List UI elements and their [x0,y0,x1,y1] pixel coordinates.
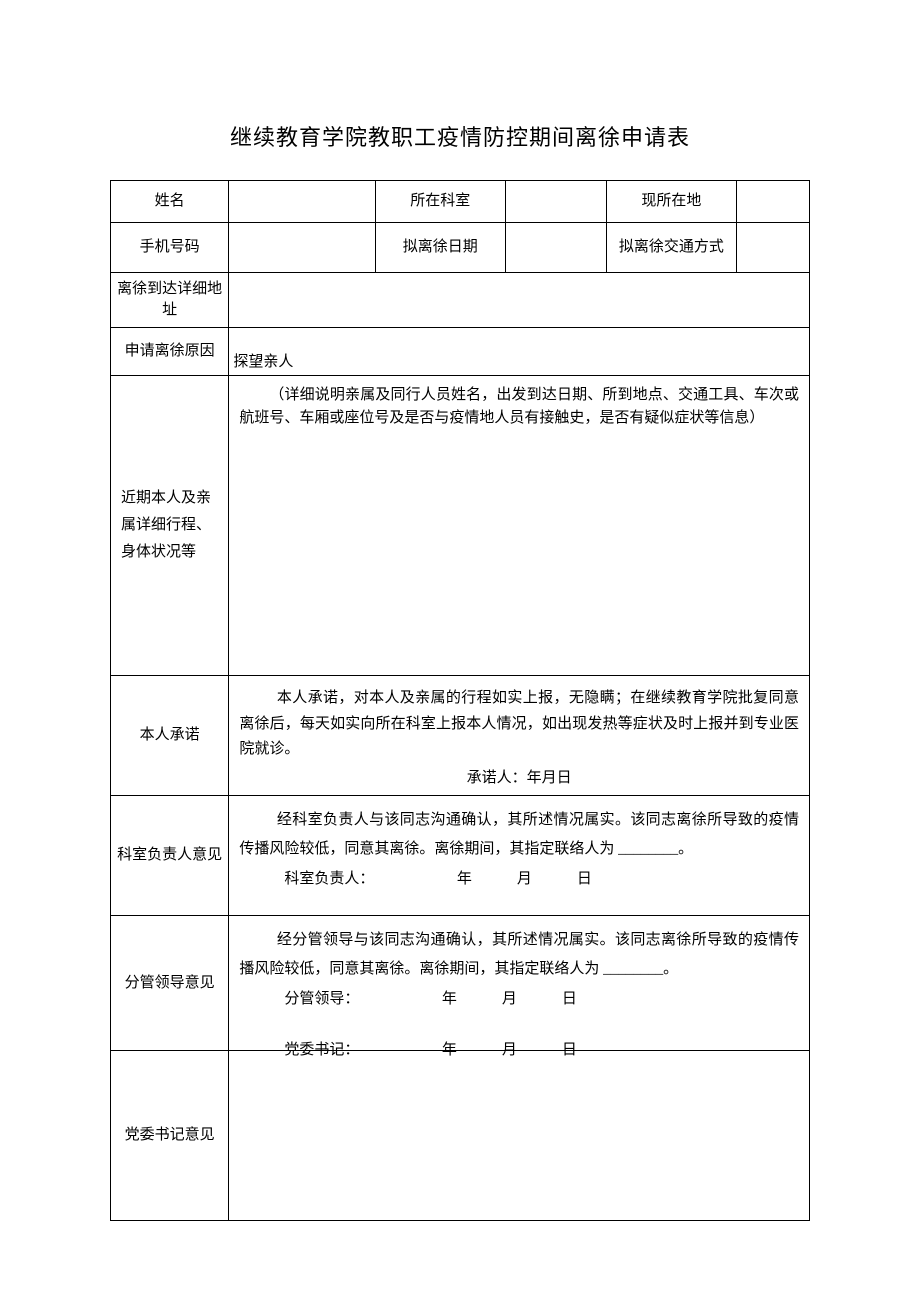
label-reason: 申请离徐原因 [111,328,229,376]
value-leader: 经分管领导与该同志沟通确认，其所述情况属实。该同志离徐所导致的疫情传播风险较低，… [229,916,810,1051]
label-leader: 分管领导意见 [111,916,229,1051]
form-title: 继续教育学院教职工疫情防控期间离徐申请表 [110,120,810,152]
promise-signature[interactable]: 承诺人：年月日 [239,767,799,790]
label-location: 现所在地 [607,181,737,223]
promise-text: 本人承诺，对本人及亲属的行程如实上报，无隐瞒；在继续教育学院批复同意离徐后，每天… [239,686,799,763]
value-secretary: 党委书记： 年 月 日 [229,1051,810,1221]
label-dest-address: 离徐到达详细地址 [111,273,229,328]
leader-signature[interactable]: 分管领导： 年 月 日 [239,985,799,1014]
label-dept-head: 科室负责人意见 [111,796,229,916]
label-itinerary: 近期本人及亲属详细行程、身体状况等 [111,376,229,676]
value-leave-date[interactable] [505,223,606,273]
value-name[interactable] [229,181,376,223]
label-leave-date: 拟离徐日期 [375,223,505,273]
value-reason[interactable]: 探望亲人 [229,328,810,376]
value-phone[interactable] [229,223,376,273]
value-department[interactable] [505,181,606,223]
value-transport[interactable] [736,223,809,273]
label-promise: 本人承诺 [111,676,229,796]
secretary-signature[interactable]: 党委书记： 年 月 日 [239,1039,799,1062]
application-form-table: 姓名 所在科室 现所在地 手机号码 拟离徐日期 拟离徐交通方式 离徐到达详细地址… [110,180,810,1221]
value-dept-head: 经科室负责人与该同志沟通确认，其所述情况属实。该同志离徐所导致的疫情传播风险较低… [229,796,810,916]
value-promise: 本人承诺，对本人及亲属的行程如实上报，无隐瞒；在继续教育学院批复同意离徐后，每天… [229,676,810,796]
itinerary-hint-text: （详细说明亲属及同行人员姓名，出发到达日期、所到地点、交通工具、车次或航班号、车… [239,384,799,429]
value-location[interactable] [736,181,809,223]
label-phone: 手机号码 [111,223,229,273]
value-dest-address[interactable] [229,273,810,328]
label-transport: 拟离徐交通方式 [607,223,737,273]
leader-text: 经分管领导与该同志沟通确认，其所述情况属实。该同志离徐所导致的疫情传播风险较低，… [239,926,799,983]
dept-head-text: 经科室负责人与该同志沟通确认，其所述情况属实。该同志离徐所导致的疫情传播风险较低… [239,806,799,863]
label-name: 姓名 [111,181,229,223]
label-secretary: 党委书记意见 [111,1051,229,1221]
value-itinerary[interactable]: （详细说明亲属及同行人员姓名，出发到达日期、所到地点、交通工具、车次或航班号、车… [229,376,810,676]
label-department: 所在科室 [375,181,505,223]
dept-head-signature[interactable]: 科室负责人： 年 月 日 [239,865,799,894]
